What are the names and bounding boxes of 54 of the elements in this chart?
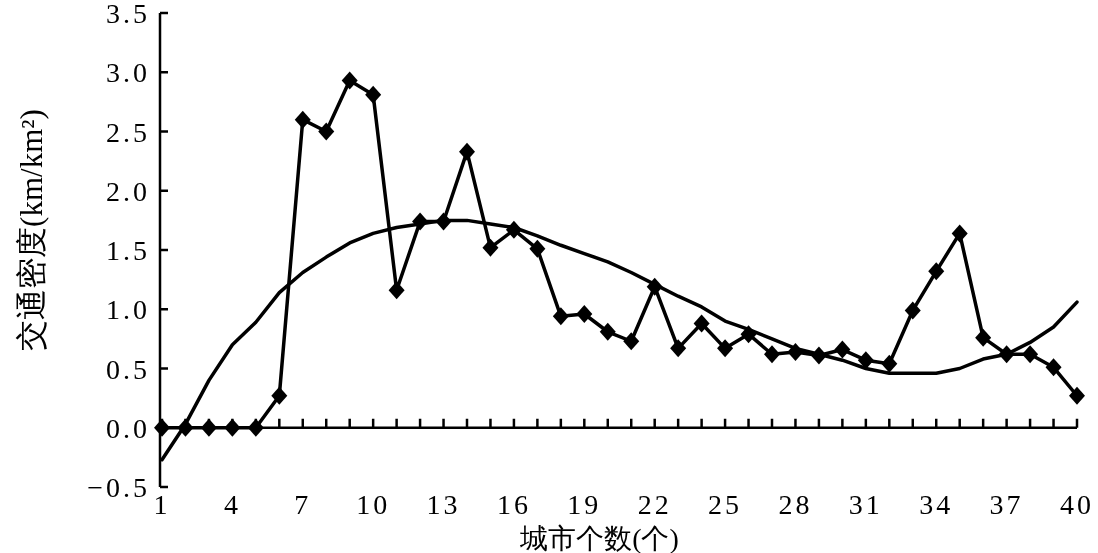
point [693,314,710,333]
x-tick-label: 37 [989,489,1024,520]
point [928,262,945,281]
point [529,239,546,258]
x-tick-label: 7 [294,489,312,520]
point [764,345,780,364]
point [388,281,405,300]
point [881,354,898,373]
point [1069,386,1085,405]
x-tick-label: 25 [708,489,743,520]
point [576,304,593,323]
x-tick-label: 28 [778,489,813,520]
x-tick-label: 40 [1060,489,1094,520]
x-tick-label: 4 [223,489,241,520]
y-tick-label: 3.0 [106,57,150,89]
point [623,332,640,351]
x-tick-label: 10 [356,489,391,520]
y-tick-label: 2.5 [106,116,150,148]
point [951,224,968,243]
x-tick-label: 19 [567,489,602,520]
point [482,238,499,257]
x-tick-label: 34 [919,489,954,520]
x-tick-label: 1 [153,489,171,520]
point [224,418,241,437]
point [459,142,475,161]
point [904,301,921,320]
y-tick-label: 1.0 [106,294,150,326]
point [552,307,569,326]
point [200,418,217,437]
x-tick-label: 22 [637,489,672,520]
point [1045,358,1062,377]
point [834,340,851,359]
x-tick-label: 16 [496,489,531,520]
point [247,418,264,437]
point [599,322,616,341]
y-tick-label: 0.0 [106,412,150,444]
point [341,71,358,90]
point [717,339,734,358]
y-tick-label: 3.5 [106,0,150,29]
point [154,418,170,437]
point [1022,345,1039,364]
point [294,110,311,129]
point [318,122,335,141]
point [365,85,382,104]
x-tick-label: 13 [426,489,461,520]
point [670,339,687,358]
y-axis-title: 交通密度(km/km²) [14,109,49,351]
y-tick-label: 0.5 [106,353,150,385]
y-tick-label: 2.0 [106,175,150,207]
y-tick-label: 1.5 [106,235,150,266]
y-tick-label: −0.5 [87,472,150,503]
point [975,328,992,347]
x-tick-label: 31 [848,489,883,520]
point [271,386,288,405]
